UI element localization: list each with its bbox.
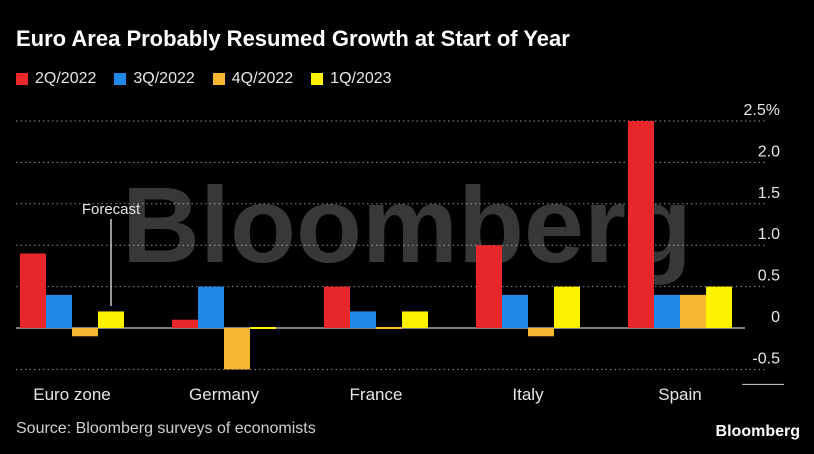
y-tick-label: 1.5 xyxy=(758,185,780,202)
legend-swatch-4q-2022 xyxy=(212,73,225,85)
y-tick-label: -0.5 xyxy=(752,350,780,367)
bar-2q-2022-italy xyxy=(476,245,502,328)
bar-1q-2023-spain xyxy=(706,286,732,328)
x-category-label: Germany xyxy=(189,385,259,404)
legend-item-1q-2023: 1Q/2023 xyxy=(311,70,392,88)
y-tick-label: 0.5 xyxy=(758,268,780,285)
legend: 2Q/2022 3Q/2022 4Q/2022 1Q/2023 xyxy=(16,70,392,88)
legend-label-4q-2022: 4Q/2022 xyxy=(231,70,294,87)
watermark-text: Bloomberg xyxy=(122,164,692,285)
bar-3q-2022-italy xyxy=(502,294,528,328)
bar-2q-2022-germany xyxy=(172,319,198,328)
bar-3q-2022-germany xyxy=(198,286,224,328)
legend-label-2q-2022: 2Q/2022 xyxy=(35,70,97,87)
bar-2q-2022-euro-zone xyxy=(20,253,46,328)
bar-3q-2022-euro-zone xyxy=(46,294,72,328)
bar-4q-2022-france xyxy=(376,327,402,329)
legend-swatch-2q-2022 xyxy=(16,73,28,85)
legend-item-4q-2022: 4Q/2022 xyxy=(212,70,294,88)
legend-label-1q-2023: 1Q/2023 xyxy=(330,70,392,87)
y-tick-label: 0 xyxy=(771,309,780,326)
bar-4q-2022-italy xyxy=(528,328,554,337)
bar-4q-2022-germany xyxy=(224,328,250,370)
bloomberg-logo: Bloomberg xyxy=(715,423,800,440)
bar-1q-2023-france xyxy=(402,311,428,328)
y-tick-label: 1.0 xyxy=(758,226,780,243)
legend-swatch-1q-2023 xyxy=(311,73,324,85)
chart-title: Euro Area Probably Resumed Growth at Sta… xyxy=(16,26,570,51)
forecast-annotation: Forecast xyxy=(82,201,141,218)
x-category-label: Euro zone xyxy=(33,385,111,404)
y-tick-label: 2.5% xyxy=(744,102,780,119)
legend-swatch-3q-2022 xyxy=(114,73,127,85)
source-note: Source: Bloomberg surveys of economists xyxy=(16,420,316,437)
bar-1q-2023-germany xyxy=(250,327,276,329)
bar-3q-2022-spain xyxy=(654,294,680,328)
bar-2q-2022-france xyxy=(324,286,350,328)
bar-1q-2023-euro-zone xyxy=(98,311,124,328)
legend-item-3q-2022: 3Q/2022 xyxy=(114,70,195,88)
legend-item-2q-2022: 2Q/2022 xyxy=(16,70,96,88)
bar-4q-2022-spain xyxy=(680,294,706,328)
bar-2q-2022-spain xyxy=(628,121,654,328)
bar-1q-2023-italy xyxy=(554,286,580,328)
x-category-label: France xyxy=(350,385,403,404)
legend-label-3q-2022: 3Q/2022 xyxy=(133,70,195,87)
bar-4q-2022-euro-zone xyxy=(72,328,98,337)
bar-3q-2022-france xyxy=(350,311,376,328)
x-category-label: Spain xyxy=(658,385,701,404)
x-category-label: Italy xyxy=(512,385,544,404)
y-tick-label: 2.0 xyxy=(758,143,780,160)
